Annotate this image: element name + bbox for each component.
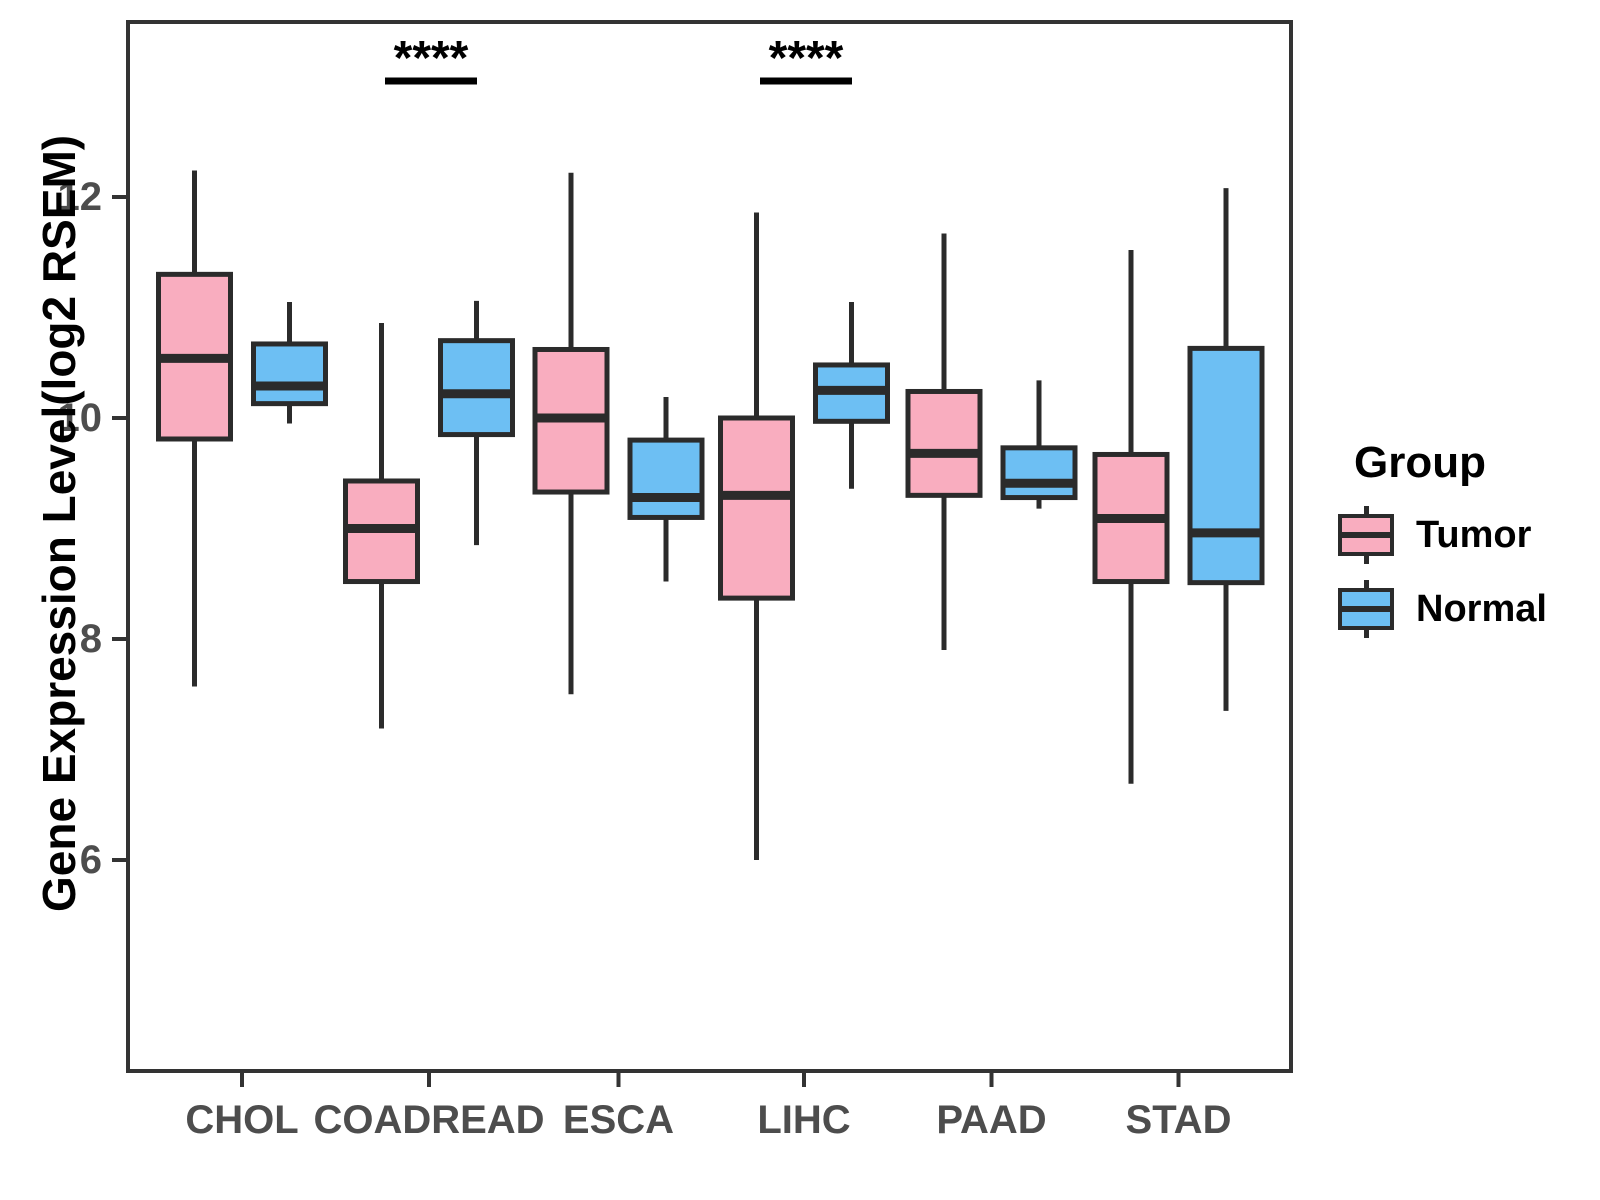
box-Normal-ESCA: [627, 437, 705, 520]
legend-item-normal: Normal: [1330, 580, 1596, 638]
y-axis-title: Gene Expression Level(log2 RSEM): [33, 134, 85, 912]
y-tick-label-12: 12: [58, 175, 103, 219]
significance-asterisks-LIHC: ****: [769, 32, 844, 85]
box-Tumor-PAAD: [905, 388, 983, 498]
x-tick-label-COADREAD: COADREAD: [313, 1098, 544, 1142]
significance-asterisks-COADREAD: ****: [394, 32, 469, 85]
normal-boxplot-key-icon: [1338, 580, 1394, 638]
box-Normal-STAD: [1187, 345, 1265, 586]
key-median: [1338, 606, 1394, 612]
legend-label-tumor: Tumor: [1416, 513, 1532, 556]
x-tick-label-CHOL: CHOL: [185, 1098, 298, 1142]
box-Normal-PAAD: [1000, 445, 1078, 501]
legend-title: Group: [1354, 438, 1486, 487]
tumor-boxplot-key-icon: [1338, 506, 1394, 564]
x-tick-label-LIHC: LIHC: [757, 1098, 850, 1142]
key-median: [1338, 532, 1394, 538]
box-Normal-COADREAD: [438, 338, 515, 438]
box-Tumor-LIHC: [718, 415, 795, 601]
x-tick-label-STAD: STAD: [1126, 1098, 1232, 1142]
legend-label-normal: Normal: [1416, 587, 1547, 630]
y-tick-label-6: 6: [80, 838, 102, 882]
legend-item-tumor: Tumor: [1330, 506, 1596, 564]
x-tick-label-ESCA: ESCA: [563, 1098, 674, 1142]
box-Normal-CHOL: [251, 341, 328, 407]
y-tick-label-8: 8: [80, 617, 102, 661]
legend: Group Tumor Normal: [1330, 438, 1596, 654]
x-tick-label-PAAD: PAAD: [936, 1098, 1046, 1142]
y-tick-label-10: 10: [58, 396, 103, 440]
